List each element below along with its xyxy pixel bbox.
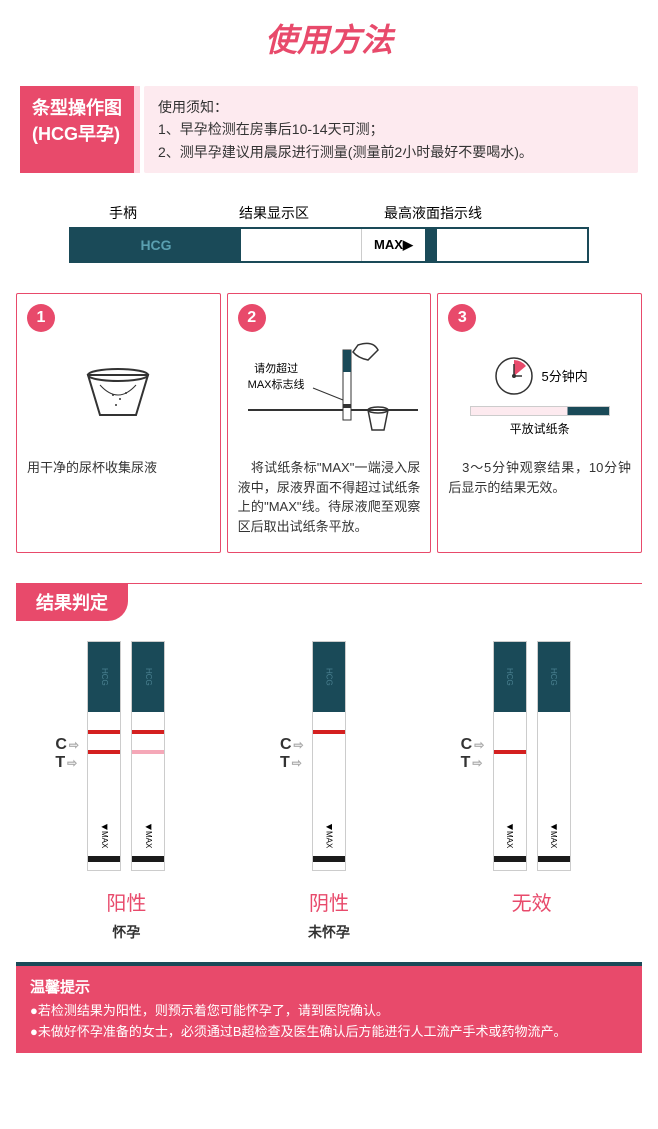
t-line xyxy=(132,750,164,754)
c-line xyxy=(313,730,345,734)
step-num-2: 2 xyxy=(238,304,266,332)
step-num-3: 3 xyxy=(448,304,476,332)
label-result: 结果显示区 xyxy=(209,203,384,223)
flat-strip-icon xyxy=(470,406,610,416)
ts-result xyxy=(132,712,164,772)
strip-diagram: 手柄 结果显示区 最高液面指示线 HCG MAX▶ xyxy=(69,203,589,263)
test-strip: HCG ◀MAX xyxy=(312,641,346,871)
t-line xyxy=(494,750,526,754)
step-num-1: 1 xyxy=(27,304,55,332)
warm-tip-title: 温馨提示 xyxy=(30,976,628,997)
warm-p2: ●未做好怀孕准备的女士，必须通过B超检查及医生确认后方能进行人工流产手术或药物流… xyxy=(30,1022,628,1043)
header-info: 使用须知： 1、早孕检测在房事后10-14天可测； 2、测早孕建议用晨尿进行测量… xyxy=(144,86,638,173)
c-line xyxy=(494,730,526,734)
info-1: 1、早孕检测在房事后10-14天可测； xyxy=(158,118,624,140)
test-strip: HCG ◀MAX xyxy=(87,641,121,871)
result-group-1: C ⇨T ⇨HCG◀MAX阴性未怀孕 xyxy=(308,641,350,942)
page-title: 使用方法 xyxy=(0,0,658,76)
result-name: 无效 xyxy=(512,887,552,916)
strips-pair: C ⇨T ⇨HCG◀MAXHCG◀MAX xyxy=(493,641,571,871)
test-strip: HCG ◀MAX xyxy=(537,641,571,871)
ts-result xyxy=(88,712,120,772)
result-name: 阴性 xyxy=(309,887,349,916)
ts-handle: HCG xyxy=(88,642,120,712)
ts-max: ◀MAX xyxy=(88,772,120,870)
info-title: 使用须知： xyxy=(158,96,624,118)
step-card-1: 1 用干净的尿杯收集尿液 xyxy=(16,293,221,553)
ts-handle: HCG xyxy=(494,642,526,712)
steps-row: 1 用干净的尿杯收集尿液 2 请勿超过 MAX标志线 xyxy=(16,293,642,553)
flat-label: 平放试纸条 xyxy=(510,420,570,437)
seg-tail xyxy=(437,229,587,261)
seg-result-area xyxy=(241,229,361,261)
c-line xyxy=(132,730,164,734)
step-card-2: 2 请勿超过 MAX标志线 将试纸条标"MAX"一 xyxy=(227,293,432,553)
t-line xyxy=(88,750,120,754)
info-2: 2、测早孕建议用晨尿进行测量(测量前2小时最好不要喝水)。 xyxy=(158,141,624,163)
result-name: 阳性 xyxy=(106,887,146,916)
t-line xyxy=(313,750,345,754)
ts-max: ◀MAX xyxy=(313,772,345,870)
results-row: C ⇨T ⇨ HCG ◀MAX HCG ◀MAX 阳性怀孕 C ⇨T ⇨ HCG ◀MAX 阴性未… xyxy=(16,641,642,942)
ts-max: ◀MAX xyxy=(538,772,570,870)
ct-labels: C ⇨T ⇨ xyxy=(280,736,304,772)
ts-result xyxy=(538,712,570,772)
ts-handle: HCG xyxy=(313,642,345,712)
step-text-1: 用干净的尿杯收集尿液 xyxy=(27,458,210,478)
seg-handle: HCG xyxy=(71,229,241,261)
step-img-3: 5分钟内 平放试纸条 xyxy=(448,340,631,450)
strip-body: HCG MAX▶ xyxy=(69,227,589,263)
strip-labels: 手柄 结果显示区 最高液面指示线 xyxy=(69,203,589,223)
ts-max: ◀MAX xyxy=(132,772,164,870)
c-line xyxy=(88,730,120,734)
t-line xyxy=(538,750,570,754)
result-sub: 怀孕 xyxy=(112,922,140,942)
time-label: 5分钟内 xyxy=(542,366,588,385)
c-line xyxy=(538,730,570,734)
badge-line1: 条型操作图 xyxy=(32,94,122,120)
ts-handle: HCG xyxy=(132,642,164,712)
warm-p1: ●若检测结果为阳性，则预示着您可能怀孕了，请到医院确认。 xyxy=(30,1001,628,1022)
results-section: 结果判定 C ⇨T ⇨ HCG ◀MAX HCG ◀MAX 阳性怀孕 C ⇨T ⇨ HCG ◀M… xyxy=(16,583,642,942)
result-group-0: C ⇨T ⇨HCG◀MAXHCG◀MAX阳性怀孕 xyxy=(87,641,165,942)
label-max: 最高液面指示线 xyxy=(384,203,589,223)
ts-handle: HCG xyxy=(538,642,570,712)
dip-icon xyxy=(238,340,428,450)
badge-line2: (HCG早孕) xyxy=(32,120,122,146)
step-text-2: 将试纸条标"MAX"一端浸入尿液中，尿液界面不得超过试纸条上的"MAX"线。待尿… xyxy=(238,458,421,536)
ct-labels: C ⇨T ⇨ xyxy=(55,736,79,772)
result-sub: 未怀孕 xyxy=(308,922,350,942)
results-tab: 结果判定 xyxy=(16,583,128,621)
test-strip: HCG ◀MAX xyxy=(493,641,527,871)
strips-pair: C ⇨T ⇨HCG◀MAXHCG◀MAX xyxy=(87,641,165,871)
seg-max: MAX▶ xyxy=(361,229,425,261)
ts-result xyxy=(313,712,345,772)
step-text-3: 3～5分钟观察结果，10分钟后显示的结果无效。 xyxy=(448,458,631,497)
warm-tip: 温馨提示 ●若检测结果为阳性，则预示着您可能怀孕了，请到医院确认。 ●未做好怀孕… xyxy=(16,962,642,1053)
ct-labels: C ⇨T ⇨ xyxy=(461,736,485,772)
step-img-1 xyxy=(27,340,210,450)
page-container: 使用方法 条型操作图 (HCG早孕) 使用须知： 1、早孕检测在房事后10-14… xyxy=(0,0,658,1053)
header-row: 条型操作图 (HCG早孕) 使用须知： 1、早孕检测在房事后10-14天可测； … xyxy=(20,86,638,173)
test-strip: HCG ◀MAX xyxy=(131,641,165,871)
clock-icon xyxy=(492,354,536,398)
strips-pair: C ⇨T ⇨HCG◀MAX xyxy=(312,641,346,871)
ts-max: ◀MAX xyxy=(494,772,526,870)
cup-icon xyxy=(78,365,158,425)
label-handle: 手柄 xyxy=(69,203,209,223)
ts-result xyxy=(494,712,526,772)
step-img-2: 请勿超过 MAX标志线 xyxy=(238,340,421,450)
seg-maxbar xyxy=(425,229,437,261)
result-group-2: C ⇨T ⇨HCG◀MAXHCG◀MAX无效 xyxy=(493,641,571,942)
header-badge: 条型操作图 (HCG早孕) xyxy=(20,86,140,173)
step-card-3: 3 5分钟内 平放试纸条 xyxy=(437,293,642,553)
